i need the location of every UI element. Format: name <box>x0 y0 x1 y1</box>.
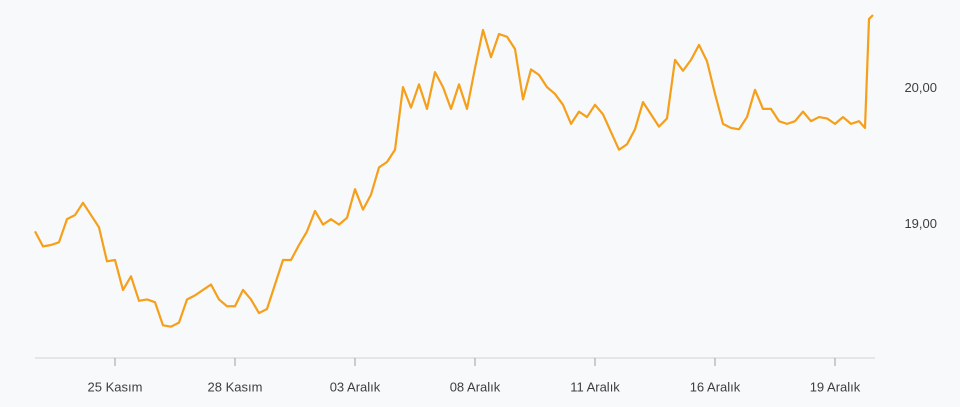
x-tick-label: 11 Aralık <box>570 379 620 394</box>
y-tick-label: 20,00 <box>904 80 937 95</box>
x-tick-label: 28 Kasım <box>208 379 263 394</box>
price-line <box>34 14 874 328</box>
y-tick-label: 19,00 <box>904 216 937 231</box>
x-tick-label: 16 Aralık <box>690 379 741 394</box>
x-tick-label: 19 Aralık <box>810 379 861 394</box>
x-tick-label: 03 Aralık <box>330 379 381 394</box>
x-tick-label: 08 Aralık <box>450 379 501 394</box>
x-tick-label: 25 Kasım <box>88 379 143 394</box>
